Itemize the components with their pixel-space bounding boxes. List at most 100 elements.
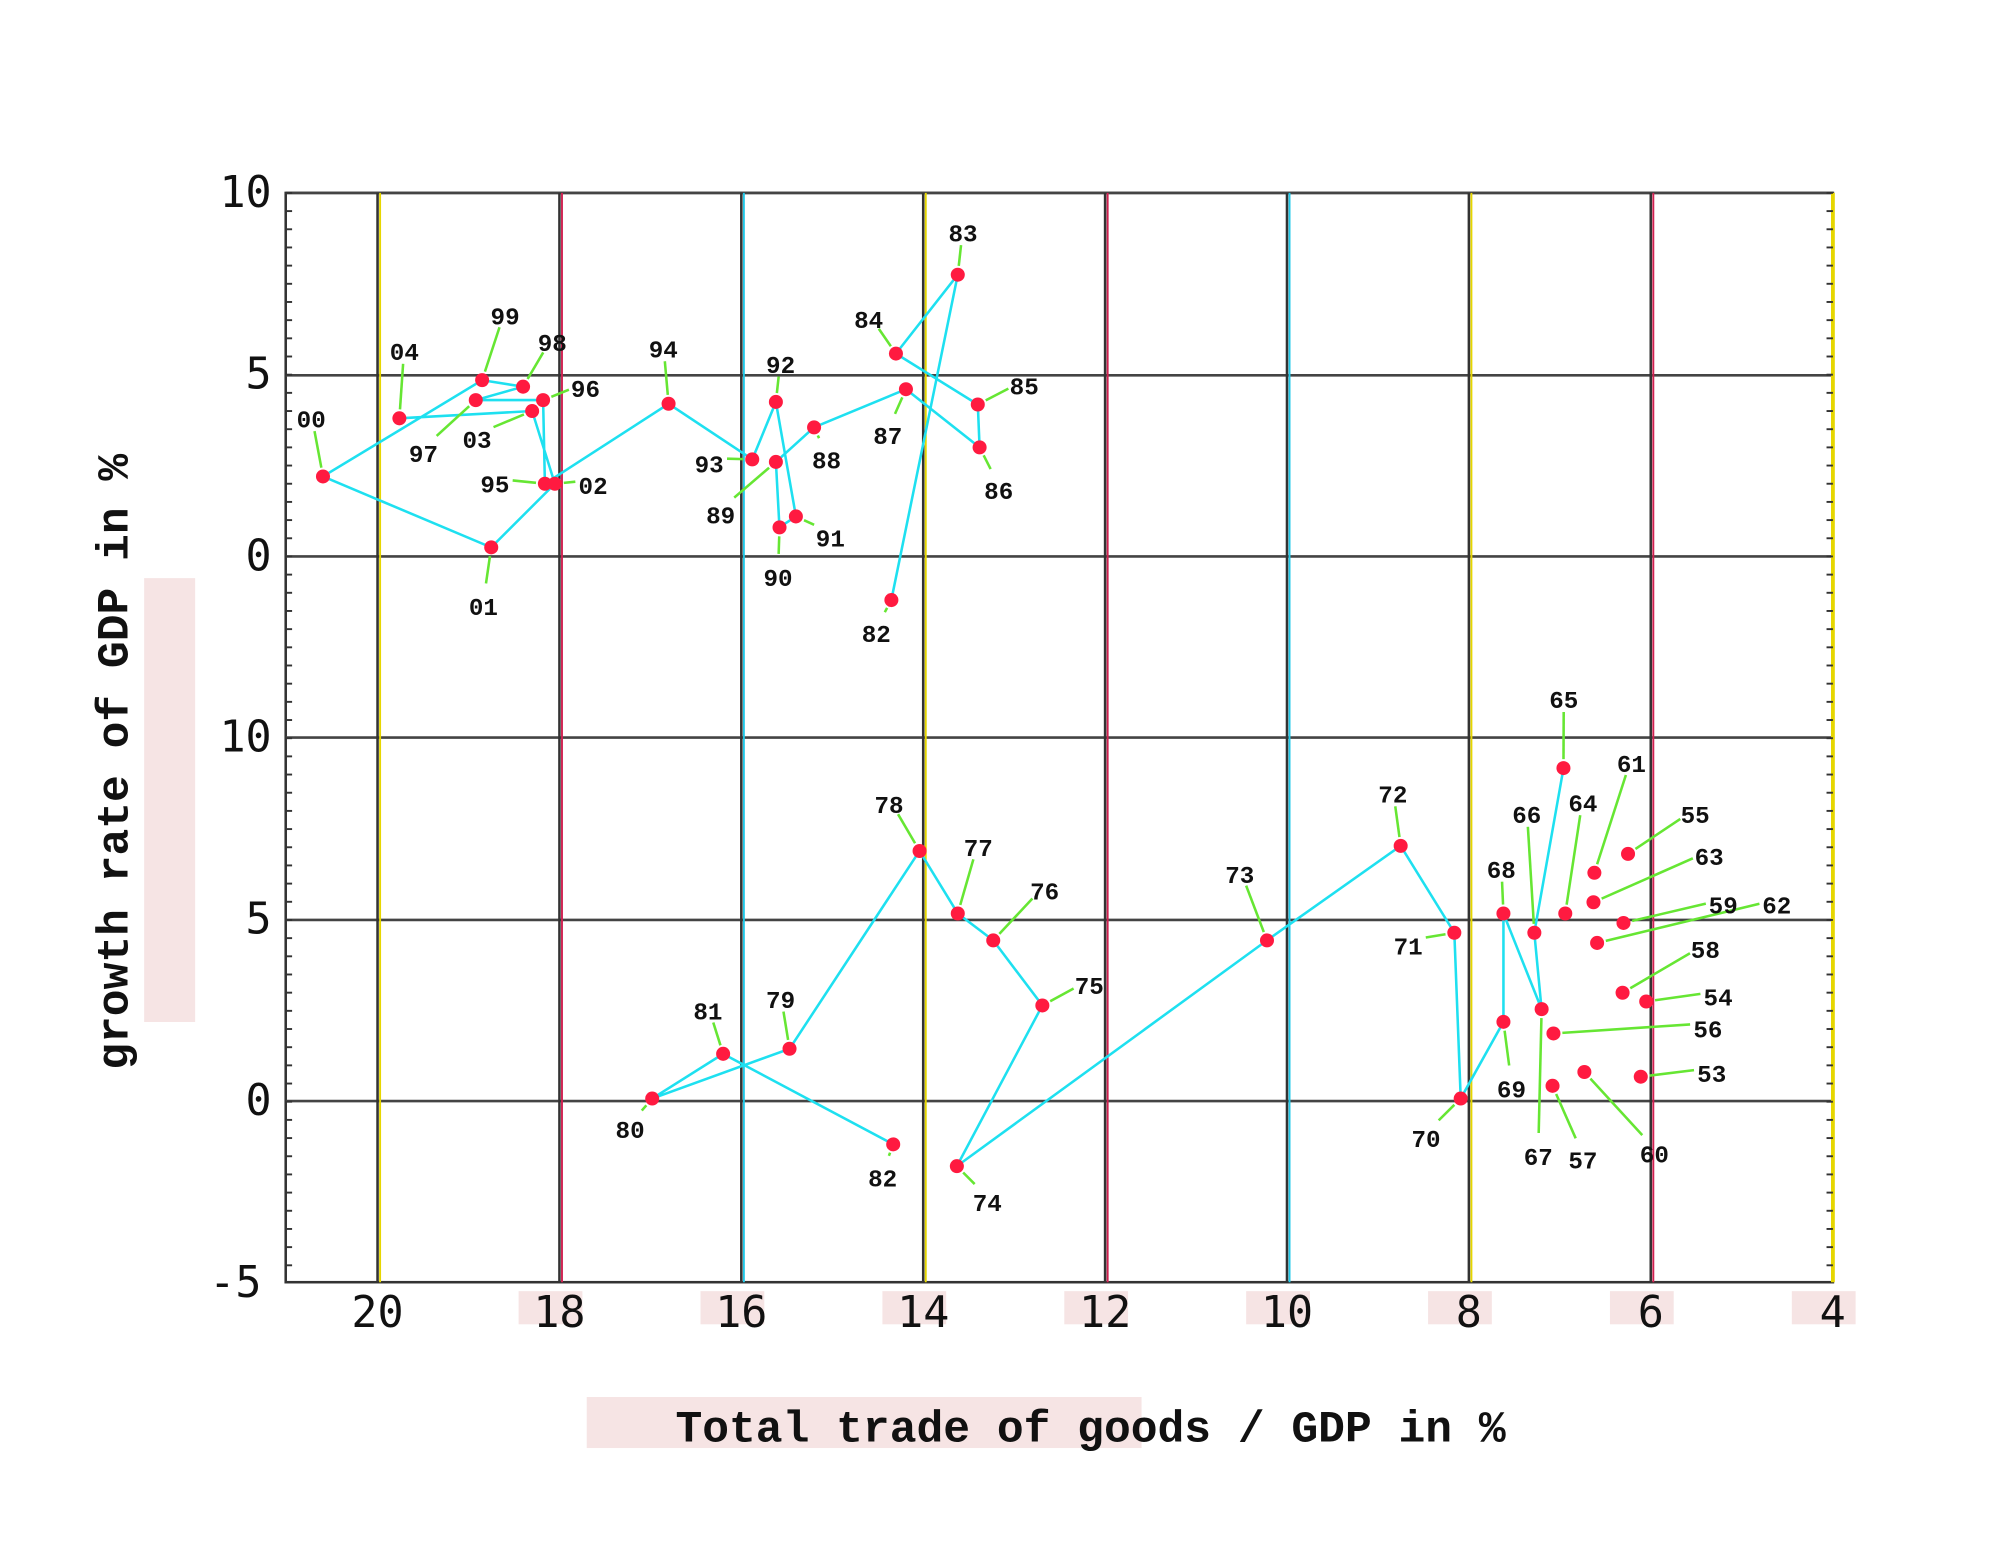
label-leader: [550, 388, 570, 398]
label-leader: [526, 351, 545, 380]
data-point: [782, 1041, 797, 1056]
data-point: [1393, 838, 1408, 853]
data-point: [475, 373, 490, 388]
data-point: [912, 843, 927, 858]
label-leader: [313, 430, 323, 468]
label-leader: [1589, 1077, 1644, 1136]
data-point: [950, 267, 965, 282]
label-leader: [1049, 987, 1075, 1003]
data-point: [537, 476, 552, 491]
x-tick-label: 10: [1261, 1288, 1313, 1338]
point-label: 61: [1617, 753, 1646, 780]
label-leader: [816, 434, 821, 439]
data-point: [950, 906, 965, 921]
point-label: 69: [1497, 1078, 1526, 1105]
point-label: 86: [984, 480, 1013, 507]
label-leader: [962, 1171, 976, 1185]
point-label: 00: [297, 409, 326, 436]
point-label: 68: [1487, 859, 1516, 886]
data-point: [745, 452, 760, 467]
label-leader: [1437, 1103, 1456, 1122]
point-label: 53: [1697, 1063, 1726, 1090]
data-point: [1556, 761, 1571, 776]
label-leader: [484, 556, 492, 584]
data-point: [1621, 846, 1636, 861]
label-leader: [985, 387, 1009, 402]
data-point: [516, 379, 531, 394]
point-label: 67: [1524, 1146, 1553, 1173]
data-points: [315, 267, 1654, 1174]
label-leader: [1634, 817, 1682, 850]
data-point: [484, 540, 499, 555]
label-leader: [435, 405, 471, 437]
label-leader: [893, 396, 904, 415]
point-label: 80: [616, 1119, 645, 1146]
y-tick-label: 0: [246, 531, 272, 581]
label-leader: [1631, 902, 1707, 923]
point-label: 60: [1640, 1143, 1669, 1170]
label-leader: [663, 361, 670, 395]
series-paths: [320, 273, 1565, 1168]
point-label: 75: [1075, 975, 1104, 1002]
x-tick-highlight: [518, 1291, 583, 1325]
data-point: [768, 394, 783, 409]
data-point: [1590, 935, 1605, 950]
point-label: 78: [874, 794, 903, 821]
label-leader: [982, 454, 992, 470]
data-point: [972, 440, 987, 455]
data-point: [716, 1046, 731, 1061]
label-leader: [1425, 932, 1446, 939]
label-highlights: [144, 578, 1856, 1449]
y-label-highlight: [144, 578, 196, 1022]
x-axis-label: Total trade of goods / GDP in %: [675, 1406, 1505, 1456]
data-point: [772, 520, 787, 535]
point-label: 55: [1681, 804, 1710, 831]
point-label: 65: [1549, 689, 1578, 716]
label-leader: [563, 480, 576, 485]
label-leader: [1500, 881, 1505, 905]
data-point: [886, 1137, 901, 1152]
label-leader: [1605, 902, 1760, 943]
label-leader: [959, 858, 975, 906]
data-point: [1527, 925, 1542, 940]
label-leader: [1503, 1030, 1511, 1066]
data-point: [1633, 1069, 1648, 1084]
x-tick-highlight: [1246, 1291, 1310, 1325]
point-label: 92: [766, 354, 795, 381]
point-label: 93: [695, 453, 724, 480]
point-label: 76: [1030, 881, 1059, 908]
y-tick-label: -5: [209, 1258, 261, 1308]
point-label: 59: [1709, 895, 1738, 922]
label-leader: [883, 607, 889, 613]
point-label: 54: [1704, 986, 1733, 1013]
point-label: 02: [579, 475, 608, 502]
data-point: [1639, 994, 1654, 1009]
label-leader: [493, 413, 525, 429]
label-leader: [896, 813, 917, 844]
data-point: [1447, 925, 1462, 940]
y-tick-label: 10: [219, 168, 271, 218]
x-tick-label: 14: [897, 1288, 949, 1338]
data-point: [1453, 1091, 1468, 1106]
point-label: 71: [1394, 935, 1423, 962]
label-leader: [877, 328, 892, 347]
point-label: 99: [491, 305, 520, 332]
data-point: [645, 1091, 660, 1106]
y-axis-label: growth rate of GDP in %: [92, 454, 142, 1070]
x-tick-label: 6: [1638, 1288, 1664, 1338]
label-leader: [483, 326, 501, 373]
point-label: 01: [469, 596, 498, 623]
point-label: 57: [1568, 1150, 1597, 1177]
point-label: 89: [706, 504, 735, 531]
data-point: [884, 593, 899, 608]
data-point: [807, 420, 822, 435]
data-point: [1577, 1064, 1592, 1080]
point-label: 73: [1225, 864, 1254, 891]
point-label: 90: [764, 567, 793, 594]
label-leader: [512, 479, 537, 485]
data-point: [1259, 933, 1274, 948]
point-label: 97: [409, 443, 438, 470]
y-tick-label: 0: [246, 1076, 272, 1126]
x-tick-highlight: [882, 1291, 947, 1325]
